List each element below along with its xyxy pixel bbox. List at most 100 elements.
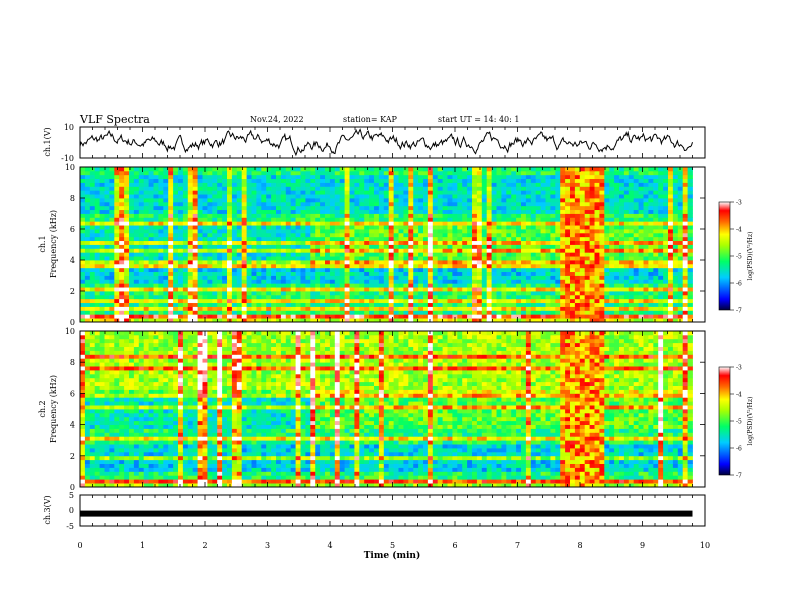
spectrogram-cell	[452, 302, 458, 307]
spectrogram-cell	[329, 186, 336, 191]
spectrogram-cell	[570, 205, 576, 211]
spectrogram-cell	[344, 248, 350, 253]
spectrogram-cell	[457, 306, 463, 311]
spectrogram-cell	[84, 279, 91, 284]
spectrogram-cell	[251, 217, 257, 222]
spectrogram-cell	[378, 263, 385, 269]
spectrogram-cell	[530, 236, 537, 242]
spectrogram-cell	[550, 201, 556, 207]
spectrogram-cell	[222, 279, 228, 284]
spectrogram-cell	[614, 174, 620, 180]
spectrogram-cell	[261, 314, 267, 319]
spectrogram-cell	[236, 294, 243, 300]
spectrogram-cell	[467, 232, 473, 238]
spectrogram-cell	[560, 229, 566, 234]
spectrogram-cell	[619, 279, 625, 284]
spectrogram-cell	[359, 232, 365, 238]
spectrogram-cell	[310, 314, 316, 319]
spectrogram-cell	[271, 182, 277, 187]
spectrogram-cell	[241, 256, 247, 261]
spectrogram-cell	[261, 229, 267, 234]
spectrogram-cell	[672, 240, 679, 245]
spectrogram-cell	[408, 271, 414, 276]
spectrogram-cell	[623, 271, 630, 276]
spectrogram-cell	[334, 186, 341, 191]
spectrogram-cell	[638, 291, 644, 296]
spectrogram-cell	[89, 186, 96, 191]
spectrogram-cell	[133, 260, 140, 265]
spectrogram-cell	[687, 256, 693, 261]
spectrogram-cell	[246, 170, 252, 176]
spectrogram-cell	[173, 236, 179, 242]
spectrogram-cell	[344, 283, 350, 288]
spectrogram-cell	[104, 263, 110, 269]
spectrogram-cell	[408, 275, 414, 280]
spectrogram-cell	[594, 256, 600, 261]
spectrogram-cell	[550, 198, 556, 203]
spectrogram-cell	[432, 287, 439, 292]
spectrogram-cell	[349, 260, 355, 265]
spectrogram-cell	[525, 318, 532, 323]
spectrogram-cell	[462, 252, 468, 257]
spectrogram-cell	[207, 244, 213, 249]
spectrogram-cell	[418, 252, 424, 257]
spectrogram-cell	[329, 263, 336, 269]
spectrogram-cell	[501, 182, 507, 187]
spectrogram-cell	[677, 294, 684, 300]
spectrogram-cell	[94, 205, 100, 211]
spectrogram-cell	[486, 260, 492, 265]
spectrogram-cell	[648, 213, 654, 218]
spectrogram-cell	[339, 240, 345, 245]
spectrogram-cell	[535, 213, 541, 218]
spectrogram-cell	[148, 194, 154, 199]
spectrogram-cell	[481, 209, 488, 214]
spectrogram-cell	[369, 178, 375, 183]
spectrogram-cell	[648, 263, 654, 269]
spectrogram-cell	[271, 283, 277, 288]
spectrogram-cell	[222, 221, 228, 226]
spectrogram-cell	[168, 229, 174, 234]
spectrogram-cell	[638, 314, 644, 319]
spectrogram-cell	[266, 310, 272, 315]
spectrogram-cell	[325, 209, 331, 214]
spectrogram-cell	[427, 291, 434, 296]
spectrogram-cell	[668, 267, 674, 273]
spectrogram-cell	[619, 256, 625, 261]
spectrogram-cell	[148, 294, 154, 300]
spectrogram-cell	[138, 229, 145, 234]
spectrogram-cell	[241, 190, 247, 195]
spectrogram-cell	[227, 310, 233, 315]
spectrogram-cell	[604, 294, 610, 300]
spectrogram-cell	[109, 217, 115, 222]
spectrogram-cell	[354, 232, 360, 238]
spectrogram-cell	[682, 205, 688, 211]
spectrogram-cell	[491, 318, 497, 323]
spectrogram-cell	[182, 294, 189, 300]
spectrogram-cell	[481, 302, 488, 307]
spectrogram-cell	[496, 213, 502, 218]
spectrogram-cell	[84, 174, 91, 180]
spectrogram-cell	[619, 271, 625, 276]
spectrogram-cell	[94, 213, 100, 218]
spectrogram-cell	[276, 190, 282, 195]
spectrogram-cell	[89, 240, 96, 245]
spectrogram-cell	[129, 287, 135, 292]
spectrogram-cell	[320, 236, 326, 242]
spectrogram-cell	[266, 244, 272, 249]
spectrogram-cell	[525, 201, 532, 207]
spectrogram-cell	[638, 170, 644, 176]
spectrogram-cell	[570, 232, 576, 238]
spectrogram-cell	[506, 279, 512, 284]
spectrogram-cell	[501, 310, 507, 315]
spectrogram-cell	[574, 213, 581, 218]
spectrogram-cell	[408, 248, 414, 253]
spectrogram-cell	[325, 232, 331, 238]
spectrogram-cell	[89, 182, 96, 187]
spectrogram-cell	[266, 291, 272, 296]
spectrogram-cell	[599, 244, 605, 249]
spectrogram-cell	[212, 217, 218, 222]
spectrogram-cell	[109, 167, 115, 172]
spectrogram-cell	[124, 263, 130, 269]
spectrogram-cell	[442, 240, 448, 245]
spectrogram-cell	[599, 256, 605, 261]
